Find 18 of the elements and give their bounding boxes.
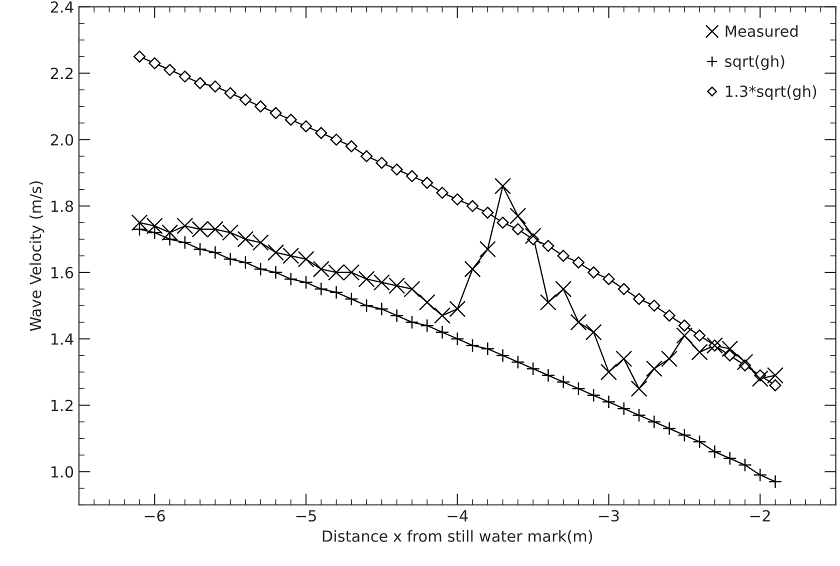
x-tick-label: −3 bbox=[599, 510, 619, 522]
y-tick-label: 2.4 bbox=[50, 1, 74, 13]
x-tick-label: −4 bbox=[448, 510, 468, 522]
legend-label: sqrt(gh) bbox=[725, 55, 784, 70]
x-axis-title: Distance x from still water mark(m) bbox=[322, 530, 592, 544]
x-tick-label: −2 bbox=[750, 510, 770, 522]
x-tick-label: −5 bbox=[296, 510, 316, 522]
legend-label: Measured bbox=[726, 25, 798, 37]
y-tick-label: 1.4 bbox=[51, 334, 74, 345]
y-tick-label: 1.6 bbox=[51, 266, 74, 278]
y-tick-label: 1.2 bbox=[51, 400, 73, 412]
y-tick-label: 1.0 bbox=[51, 466, 74, 478]
x-tick-label: −6 bbox=[145, 510, 165, 522]
y-tick-label: 2.2 bbox=[50, 68, 73, 80]
y-axis-title: Wave Velocity (m/s) bbox=[29, 181, 44, 332]
legend-label: 1.3*sqrt(gh) bbox=[726, 85, 816, 100]
y-tick-label: 1.8 bbox=[51, 200, 74, 212]
y-tick-label: 2.0 bbox=[50, 134, 74, 146]
